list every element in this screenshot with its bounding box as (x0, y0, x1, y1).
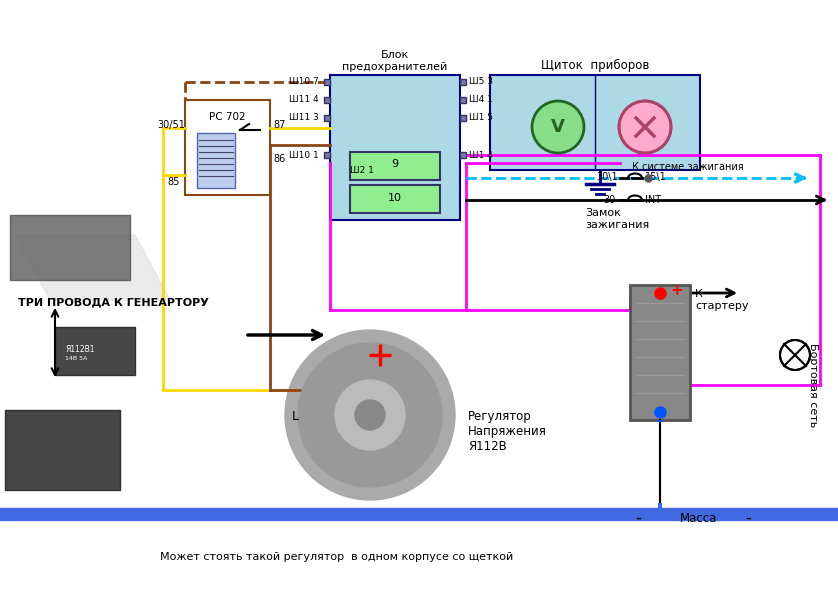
Text: 86: 86 (273, 154, 285, 164)
Text: Может стоять такой регулятор  в одном корпусе со щеткой: Может стоять такой регулятор в одном кор… (160, 552, 513, 562)
Bar (460, 79, 466, 85)
Bar (460, 152, 466, 158)
Text: Масса: Масса (680, 512, 717, 525)
Text: Ш2 1: Ш2 1 (350, 166, 374, 175)
Bar (5, 410, 120, 490)
Bar (55, 327, 135, 375)
Text: Регулятор
Напряжения
Я112В: Регулятор Напряжения Я112В (468, 410, 547, 453)
Bar (185, 100, 270, 195)
Text: 87: 87 (273, 120, 286, 130)
Text: ТРИ ПРОВОДА К ГЕНЕАРТОРУ: ТРИ ПРОВОДА К ГЕНЕАРТОРУ (18, 297, 209, 307)
Text: 15\1: 15\1 (645, 172, 667, 182)
Bar (0, 508, 838, 520)
Bar (490, 75, 700, 170)
Bar (197, 133, 235, 188)
Bar (10, 215, 130, 280)
Circle shape (285, 330, 455, 500)
Text: 14B 5A: 14B 5A (65, 356, 87, 361)
Text: Ш1 4: Ш1 4 (469, 150, 493, 159)
Text: Я112В1: Я112В1 (65, 345, 95, 354)
Bar (324, 115, 330, 121)
Text: Замок
зажигания: Замок зажигания (585, 208, 649, 230)
Text: Ш1 5: Ш1 5 (469, 113, 493, 122)
Text: Ш11 3: Ш11 3 (289, 113, 318, 122)
Text: 30: 30 (603, 195, 615, 205)
Bar (330, 75, 460, 220)
Text: 9: 9 (391, 159, 399, 169)
Text: +: + (670, 283, 683, 298)
Polygon shape (15, 235, 170, 300)
Text: L: L (292, 410, 299, 423)
Circle shape (532, 101, 584, 153)
Text: INT: INT (645, 195, 661, 205)
Bar (324, 79, 330, 85)
Text: Блок
предохранителей: Блок предохранителей (343, 50, 447, 72)
Text: Ш10 7: Ш10 7 (289, 78, 318, 87)
Bar (350, 185, 440, 213)
Circle shape (619, 101, 671, 153)
Circle shape (355, 400, 385, 430)
Text: -: - (635, 509, 641, 527)
Text: Бортовая сеть: Бортовая сеть (808, 343, 818, 427)
Circle shape (298, 343, 442, 487)
Text: -: - (656, 413, 662, 428)
Text: 85: 85 (167, 177, 179, 187)
Text: 10: 10 (388, 193, 402, 203)
Text: К системе зажигания: К системе зажигания (632, 162, 743, 172)
Text: Ш4 1: Ш4 1 (469, 96, 493, 104)
Text: Ш5 3: Ш5 3 (469, 78, 493, 87)
Bar (350, 152, 440, 180)
Text: Ш10 1: Ш10 1 (289, 150, 318, 159)
Text: К
стартеру: К стартеру (695, 290, 748, 311)
Circle shape (335, 380, 405, 450)
Text: 30\1: 30\1 (596, 172, 618, 182)
Text: РС 702: РС 702 (210, 112, 246, 122)
Text: Ш11 4: Ш11 4 (289, 96, 318, 104)
Text: V: V (551, 118, 565, 136)
Text: Щиток  приборов: Щиток приборов (541, 59, 649, 72)
Bar (324, 152, 330, 158)
Bar (460, 97, 466, 103)
Bar (324, 97, 330, 103)
Text: 30/51: 30/51 (157, 120, 185, 130)
Bar (630, 285, 690, 420)
Text: -: - (745, 509, 751, 527)
Circle shape (780, 340, 810, 370)
Bar (460, 115, 466, 121)
